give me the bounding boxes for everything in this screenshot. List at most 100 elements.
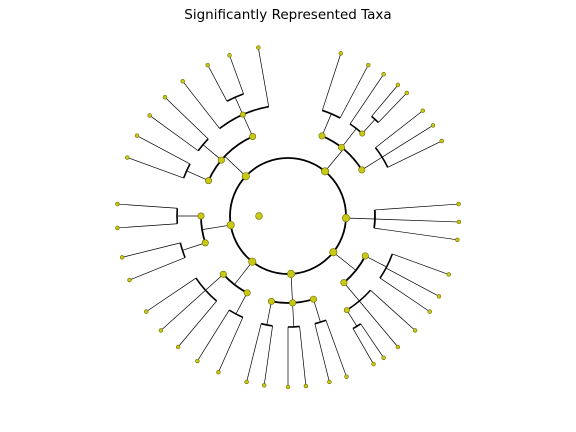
- branch: [202, 224, 231, 230]
- branch: [374, 203, 461, 211]
- branch: [290, 273, 293, 303]
- branch: [346, 309, 358, 327]
- clade-arc: [321, 135, 363, 171]
- leaf-node: [371, 361, 376, 367]
- clade-node: [358, 166, 366, 174]
- branch: [182, 242, 206, 251]
- clade-node: [205, 177, 213, 185]
- clade-arc: [195, 277, 218, 302]
- clade-arc: [379, 253, 394, 279]
- branch: [292, 302, 295, 327]
- clade-node: [248, 257, 257, 266]
- leaf-node: [456, 201, 461, 207]
- leaf-node: [180, 79, 185, 84]
- branch: [196, 309, 230, 363]
- clade-node: [226, 221, 235, 230]
- clade-arc: [322, 109, 341, 119]
- branch: [370, 290, 417, 333]
- leaf-node: [127, 277, 132, 283]
- branch: [374, 218, 461, 223]
- clade-node: [219, 270, 227, 278]
- branch: [144, 277, 197, 314]
- branch: [371, 83, 400, 117]
- clade-node: [340, 279, 348, 287]
- leaf-node: [327, 379, 332, 385]
- branch: [343, 282, 360, 302]
- leaf-node: [439, 138, 444, 144]
- clade-arc: [352, 323, 362, 330]
- leaf-node: [195, 358, 200, 364]
- clade-node: [343, 307, 350, 314]
- leaf-node: [436, 294, 442, 299]
- branch: [345, 217, 375, 220]
- branch: [224, 156, 247, 177]
- branch: [361, 156, 383, 171]
- clade-node: [338, 143, 346, 151]
- clade-node: [217, 156, 225, 164]
- branch: [324, 148, 344, 172]
- leaf-node: [262, 383, 267, 388]
- branch: [217, 317, 244, 375]
- branch: [375, 109, 425, 148]
- clade-node: [249, 133, 257, 141]
- clade-node: [318, 132, 326, 140]
- leaf-node: [395, 344, 401, 350]
- leaf-node: [404, 90, 409, 96]
- branch: [159, 290, 206, 333]
- branch: [202, 144, 222, 161]
- branch: [147, 114, 199, 152]
- clade-node: [287, 269, 296, 278]
- clade-node: [243, 289, 251, 297]
- branch: [242, 114, 253, 137]
- leaf-node: [144, 309, 149, 314]
- leaf-node: [125, 155, 130, 160]
- cladogram-branches: [115, 45, 461, 389]
- clade-arc: [228, 309, 244, 319]
- branch: [115, 203, 178, 209]
- leaf-node: [412, 328, 418, 333]
- branch: [321, 113, 332, 137]
- branch: [333, 251, 357, 271]
- clade-node: [321, 167, 330, 176]
- branch: [352, 328, 375, 366]
- figure-title: Significantly Represented Taxa: [184, 7, 392, 23]
- clade-node: [197, 212, 205, 220]
- branch: [245, 323, 262, 384]
- leaf-node: [381, 72, 386, 77]
- clade-node: [201, 239, 209, 247]
- branch: [234, 261, 253, 285]
- leaf-node: [344, 374, 349, 379]
- branch: [135, 134, 191, 165]
- leaf-node: [115, 201, 120, 207]
- branch: [378, 91, 409, 123]
- clade-node: [359, 130, 366, 137]
- branch: [325, 320, 348, 379]
- leaf-node: [244, 379, 249, 385]
- branch: [127, 257, 186, 282]
- leaf-node: [162, 95, 168, 100]
- clade-node: [239, 111, 246, 118]
- branch: [379, 277, 432, 314]
- branch: [234, 97, 244, 115]
- branch: [235, 292, 248, 315]
- leaf-node: [158, 328, 164, 333]
- branch: [186, 170, 209, 181]
- leaf-node: [395, 82, 401, 88]
- branch: [365, 255, 387, 268]
- leaf-node: [456, 219, 462, 225]
- leaf-node: [175, 344, 181, 350]
- clade-node: [361, 252, 369, 260]
- branch: [385, 267, 441, 298]
- clade-arc: [374, 147, 389, 168]
- branch: [313, 299, 321, 323]
- leaf-node: [285, 384, 291, 390]
- branch: [163, 95, 209, 140]
- branch: [339, 63, 370, 119]
- leaf-node: [455, 237, 460, 242]
- leaf-node: [216, 370, 221, 375]
- clade-arc: [179, 242, 186, 258]
- leaf-node: [446, 272, 451, 277]
- leaf-node: [303, 383, 309, 389]
- branch: [181, 79, 220, 129]
- leaf-node: [430, 123, 436, 128]
